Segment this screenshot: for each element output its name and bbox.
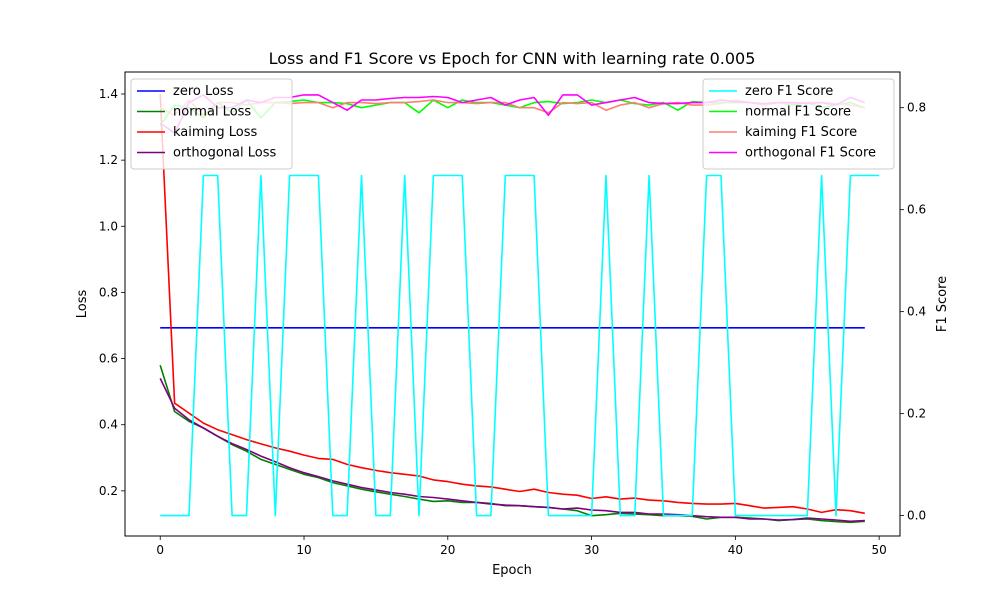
y-left-tick-label: 0.6 <box>99 352 118 366</box>
y-left-tick-label: 1.0 <box>99 219 118 233</box>
legend-f1: zero F1 Score normal F1 Score kaiming F1 S… <box>702 78 895 170</box>
y-right-tick-label: 0.2 <box>907 407 926 421</box>
y-right-tick-label: 0.4 <box>907 305 926 319</box>
legend-label-orthogonal-loss: orthogonal Loss <box>173 146 276 161</box>
x-tick-label: 30 <box>584 543 599 557</box>
y-left-tick-label: 0.2 <box>99 484 118 498</box>
legend-loss: zero Loss normal Loss kaiming Loss orthogon… <box>130 78 293 170</box>
legend-label-zero-loss: zero Loss <box>173 84 234 99</box>
y-left-tick-label: 1.4 <box>99 87 118 101</box>
legend-label-normal-f1-score: normal F1 Score <box>745 105 851 120</box>
y-left-tick-label: 0.8 <box>99 285 118 299</box>
legend-box <box>702 78 895 170</box>
x-tick-label: 0 <box>156 543 164 557</box>
legend-label-orthogonal-f1-score: orthogonal F1 Score <box>745 146 876 161</box>
legends: zero Loss normal Loss kaiming Loss orthogon… <box>130 78 895 170</box>
legend-label-kaiming-loss: kaiming Loss <box>173 125 258 140</box>
series-line-zero-f1-score <box>160 174 880 517</box>
x-tick-label: 20 <box>440 543 455 557</box>
legend-label-zero-f1-score: zero F1 Score <box>745 84 833 99</box>
y-axis-label-left: Loss <box>75 290 90 319</box>
legend-label-normal-loss: normal Loss <box>173 105 251 120</box>
y-right-tick-label: 0.0 <box>907 509 926 523</box>
x-tick-label: 40 <box>728 543 743 557</box>
legend-box <box>130 78 293 170</box>
plot-frame <box>124 71 901 537</box>
axes: 0 10 20 30 40 50 0.2 0.4 0.6 0.8 1.0 1.2 1.4 0.0 0.2 0.… <box>99 87 926 557</box>
x-tick-label: 10 <box>296 543 311 557</box>
legend-label-kaiming-f1-score: kaiming F1 Score <box>745 125 857 140</box>
y-left-tick-label: 1.2 <box>99 153 118 167</box>
y-axis-label-right: F1 Score <box>935 276 950 332</box>
chart-title: Loss and F1 Score vs Epoch for CNN with … <box>269 49 756 68</box>
x-axis-label: Epoch <box>492 563 532 578</box>
y-left-tick-label: 0.4 <box>99 418 118 432</box>
y-right-tick-label: 0.8 <box>907 101 926 115</box>
y-right-tick-label: 0.6 <box>907 203 926 217</box>
x-tick-label: 50 <box>872 543 887 557</box>
